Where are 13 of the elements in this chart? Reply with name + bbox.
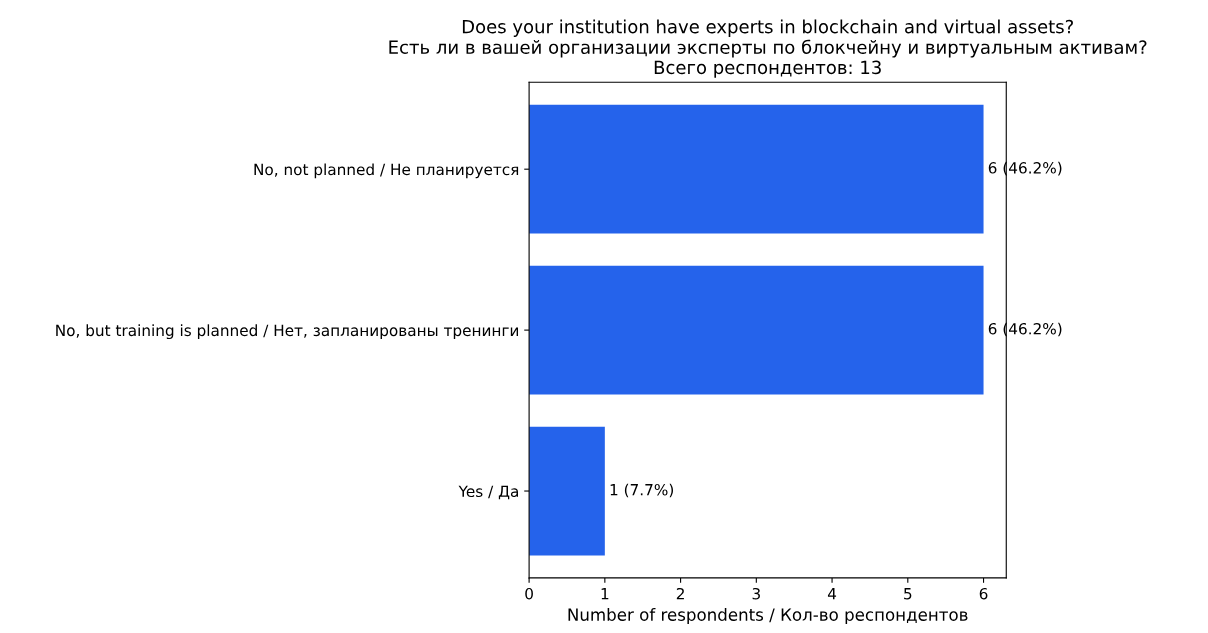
- data-label: 1 (7.7%): [610, 483, 674, 498]
- x-tick-label: 6: [979, 587, 988, 600]
- y-tick-label: No, but training is planned / Нет, запланированы тренинги: [56, 324, 518, 340]
- x-tick-label: 0: [525, 587, 533, 600]
- x-tick-label: 2: [676, 587, 684, 600]
- x-axis-title: Number of respondents / Кол-во респондентов: [568, 607, 968, 625]
- x-tick-label: 3: [752, 587, 760, 600]
- chart-title: Does your institution have experts in blockchain and virtual assets? Есть ли в вашей организации эксперты по блокчейну и виртуальным активам? Всего респондентов: 13: [389, 19, 1147, 78]
- x-tick-label: 1: [601, 588, 609, 600]
- y-tick-label: No, not planned / Не планируется: [254, 163, 519, 179]
- x-tick-label: 5: [904, 588, 912, 600]
- x-tick-label: 4: [827, 588, 837, 600]
- y-tick-label: Yes / Да: [458, 485, 518, 500]
